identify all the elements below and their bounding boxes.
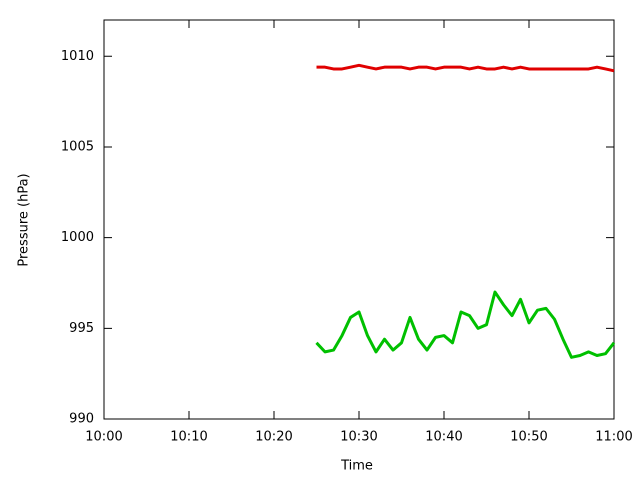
x-axis-label: Time bbox=[340, 459, 373, 474]
y-tick-label: 1010 bbox=[61, 49, 94, 64]
y-tick-label: 1005 bbox=[61, 139, 94, 154]
x-tick-label: 10:20 bbox=[255, 430, 292, 445]
x-tick-label: 10:00 bbox=[85, 430, 122, 445]
y-axis-label: Pressure (hPa) bbox=[17, 173, 32, 266]
y-tick-label: 995 bbox=[69, 321, 94, 336]
x-tick-label: 10:10 bbox=[170, 430, 207, 445]
x-tick-label: 10:40 bbox=[425, 430, 462, 445]
series-line bbox=[315, 290, 616, 359]
x-tick-label: 11:00 bbox=[595, 430, 632, 445]
series-line bbox=[316, 63, 615, 73]
x-tick-label: 10:50 bbox=[510, 430, 547, 445]
y-tick-label: 990 bbox=[69, 412, 94, 427]
y-tick-label: 1000 bbox=[61, 230, 94, 245]
plot-frame bbox=[103, 19, 615, 420]
x-tick-label: 10:30 bbox=[340, 430, 377, 445]
